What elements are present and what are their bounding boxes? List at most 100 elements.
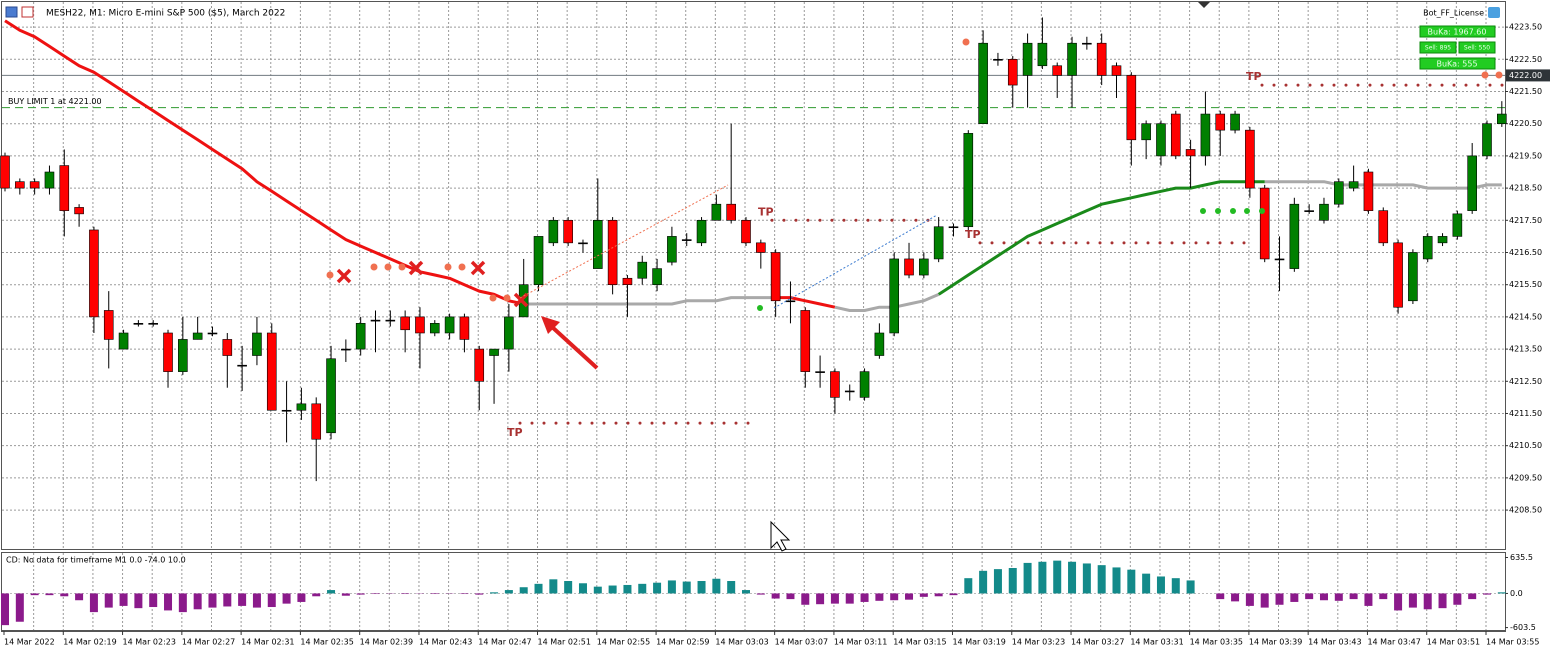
histogram-bar [1305,593,1314,600]
histogram-bar [1038,561,1047,594]
candle-body [133,323,144,325]
candle-body [222,339,233,356]
histogram-bar [1127,569,1136,594]
x-tick-label: 14 Mar 03:55 [1486,638,1539,647]
histogram-bar [193,593,202,610]
histogram-bar [549,579,558,594]
histogram-bar [1231,593,1240,602]
histogram-bar [1349,593,1358,600]
candle-body [1126,75,1137,141]
candle-body [103,310,114,340]
candle-body [978,42,988,125]
histogram-bar [1245,593,1254,606]
x-tick-label: 14 Mar 02:55 [597,638,650,647]
histogram-bar [1453,593,1462,605]
x-tick-label: 14 Mar 03:27 [1071,638,1124,647]
signal-dot [444,263,452,271]
candle-body [963,133,974,228]
button-label[interactable]: Sell: 895 [1425,45,1451,52]
histogram-bar [297,593,306,602]
histogram-bar [45,593,54,596]
tp-label: TP [507,426,523,439]
y-tick-label: 4215.50 [1509,280,1542,289]
y-tick-label: 4223.50 [1509,23,1542,32]
button[interactable] [1419,41,1457,54]
candle-body [474,348,485,382]
candle-body [192,332,203,340]
histogram-bar [1334,593,1343,601]
histogram-bar [504,590,513,594]
histogram-bar [1097,565,1106,594]
x-tick-label: 14 Mar 03:23 [1012,638,1065,647]
candle-body [933,226,944,260]
trade-link [519,184,729,299]
candle-body [74,207,84,215]
histogram-bar [149,593,158,608]
button[interactable] [1419,57,1496,70]
histogram-bar [1216,593,1225,600]
signal-dot [503,294,511,302]
histogram-bar [1364,593,1373,606]
histogram-bar [786,593,795,600]
button-panel: BuKa: 1967.60 Sell: 895 Sell: 550 BuKa: … [1419,25,1496,70]
histogram-bar [475,593,484,595]
button[interactable] [1419,25,1496,38]
histogram-bar [608,585,617,594]
button-label[interactable]: Sell: 550 [1464,45,1490,52]
histogram-bar [1112,567,1121,594]
candle-body [1422,236,1433,260]
candle-body [889,258,900,334]
candle-body [15,181,25,189]
candle-body [59,165,70,211]
tp-label: TP [758,205,774,218]
histogram-bar [223,593,232,607]
candle-body [800,310,811,372]
candle-body [578,242,588,245]
candle-body [1334,181,1344,205]
green-dots [757,208,1265,311]
candle-body [1437,236,1448,244]
button-label[interactable]: BuKa: 1967.60 [1428,28,1487,37]
x-tick-label: 14 Mar 02:47 [478,638,531,647]
x-tick-label: 14 Mar 03:07 [775,638,828,647]
candle-body [370,319,381,322]
candle-body [178,339,188,372]
candle-body [607,219,618,285]
histogram-bar [1023,562,1032,594]
button[interactable] [1458,41,1496,54]
candle-body [696,219,707,244]
histogram-bar [816,593,825,605]
histogram-bar [1156,576,1165,594]
signal-dot [1495,71,1503,79]
histogram-bar [30,593,39,596]
candle-body [252,332,262,356]
candle-body [859,371,870,398]
histogram-bar [934,593,943,597]
signal-dot [458,263,466,271]
histogram-bar [327,590,336,594]
x-tick-label: 14 Mar 03:19 [952,638,1005,647]
candle-body [281,409,292,412]
candle-body [89,229,99,318]
candle-body [1141,123,1151,141]
x-tick-label: 14 Mar 03:47 [1367,638,1420,647]
candle-body [385,319,396,322]
histogram-bar [371,593,380,595]
button-label[interactable]: BuKa: 555 [1436,60,1477,69]
x-tick-label: 14 Mar 02:19 [63,638,116,647]
histogram-bar [267,593,276,608]
trade-link [773,214,938,309]
histogram-bar [875,593,884,601]
x-tick-label: 14 Mar 03:35 [1190,638,1243,647]
y-tick-label: 4222.50 [1509,55,1542,64]
y-tick-label: 4211.50 [1509,409,1542,418]
mouse-cursor [770,520,791,552]
histogram-bar [682,581,691,594]
signal-dot [489,294,497,302]
x-tick-label: 14 Mar 02:23 [123,638,176,647]
candle-body [563,219,573,244]
candle-body [444,316,455,334]
price-tag-label: 4222.00 [1509,71,1542,80]
